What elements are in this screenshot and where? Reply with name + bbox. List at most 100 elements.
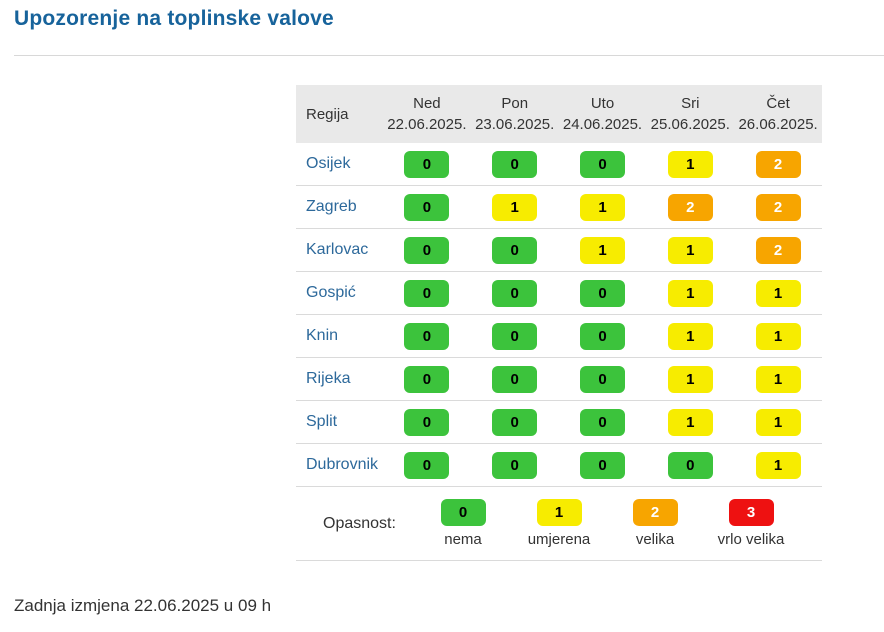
table-cell: 0 [471, 322, 559, 350]
column-header-day: Čet 26.06.2025. [734, 93, 822, 135]
region-link[interactable]: Split [306, 413, 338, 430]
warning-level-badge: 0 [404, 150, 450, 178]
table-cell: 0 [559, 451, 647, 479]
warning-level-badge: 2 [632, 499, 678, 526]
warning-level-badge: 0 [404, 279, 450, 307]
legend-item-label: vrlo velika [717, 531, 785, 548]
table-cell: 1 [734, 451, 822, 479]
table-cell: 0 [559, 365, 647, 393]
title-divider [14, 55, 884, 56]
column-header-day: Pon 23.06.2025. [471, 93, 559, 135]
table-cell: 1 [734, 279, 822, 307]
table-cell: 0 [559, 150, 647, 178]
day-date: 24.06.2025. [562, 116, 643, 133]
table-row: Knin 0 0 0 1 1 [296, 315, 822, 358]
region-link[interactable]: Karlovac [306, 241, 369, 258]
day-date: 22.06.2025. [387, 116, 467, 133]
warning-level-badge: 1 [667, 150, 713, 178]
day-name: Uto [590, 95, 615, 112]
warning-level-badge: 0 [492, 408, 538, 436]
table-cell: 1 [734, 322, 822, 350]
table-row: Karlovac 0 0 1 1 2 [296, 229, 822, 272]
column-header-day: Uto 24.06.2025. [559, 93, 647, 135]
day-name: Ned [413, 95, 441, 112]
warning-level-badge: 1 [755, 408, 801, 436]
table-row: Gospić 0 0 0 1 1 [296, 272, 822, 315]
legend-items: 0 nema 1 umjerena 2 velika 3 vrlo velika [415, 499, 799, 548]
legend-item: 3 vrlo velika [703, 499, 799, 548]
warning-level-badge: 0 [667, 451, 713, 479]
table-cell: 0 [383, 150, 471, 178]
table-cell: 0 [559, 322, 647, 350]
table-cell: 1 [646, 279, 734, 307]
warning-level-badge: 2 [755, 193, 801, 221]
region-link[interactable]: Dubrovnik [306, 456, 379, 473]
table-cell: 2 [734, 193, 822, 221]
table-header-row: Regija Ned 22.06.2025. Pon 23.06.2025. Uto 24… [296, 85, 822, 143]
table-cell: 0 [383, 408, 471, 436]
legend-item-label: velika [635, 531, 675, 548]
region-link[interactable]: Rijeka [306, 370, 351, 387]
legend-item-label: umjerena [527, 531, 591, 548]
warning-level-badge: 0 [404, 451, 450, 479]
table-cell: 1 [646, 150, 734, 178]
table-cell: 1 [559, 236, 647, 264]
warning-level-badge: 0 [579, 365, 625, 393]
day-name: Pon [501, 95, 529, 112]
table-body: Osijek 0 0 0 1 2 Zagreb 0 1 1 2 2 Karlovac 0 0 1 1 2 Gospi… [296, 143, 822, 487]
column-header-day: Ned 22.06.2025. [383, 93, 471, 135]
table-cell: 0 [383, 193, 471, 221]
legend-item: 2 velika [607, 499, 703, 548]
table-cell: 1 [646, 236, 734, 264]
warning-level-badge: 0 [492, 365, 538, 393]
warning-level-badge: 1 [579, 236, 625, 264]
page-title: Upozorenje na toplinske valove [14, 7, 334, 30]
table-cell: 1 [734, 408, 822, 436]
table-cell: 1 [646, 322, 734, 350]
table-cell: 1 [646, 365, 734, 393]
warning-level-badge: 1 [755, 322, 801, 350]
table-cell: 0 [559, 408, 647, 436]
day-date: 25.06.2025. [650, 116, 730, 133]
table-cell: 2 [734, 236, 822, 264]
warning-level-badge: 0 [404, 236, 450, 264]
legend-item: 0 nema [415, 499, 511, 548]
table-cell: 0 [471, 451, 559, 479]
region-link[interactable]: Zagreb [306, 198, 357, 215]
day-date: 23.06.2025. [475, 116, 555, 133]
table-cell: 2 [734, 150, 822, 178]
day-name: Čet [766, 95, 790, 112]
table-cell: 1 [471, 193, 559, 221]
legend-item: 1 umjerena [511, 499, 607, 548]
warning-level-badge: 0 [404, 193, 450, 221]
warning-level-badge: 0 [579, 322, 625, 350]
table-row: Split 0 0 0 1 1 [296, 401, 822, 444]
warning-level-badge: 0 [579, 408, 625, 436]
warning-level-badge: 0 [404, 322, 450, 350]
warning-level-badge: 2 [755, 150, 801, 178]
region-link[interactable]: Osijek [306, 155, 351, 172]
region-link[interactable]: Knin [306, 327, 339, 344]
legend-item-label: nema [444, 531, 482, 548]
table-cell: 0 [383, 365, 471, 393]
day-date: 26.06.2025. [738, 116, 818, 133]
warning-level-badge: 0 [404, 365, 450, 393]
table-cell: 0 [383, 451, 471, 479]
region-link[interactable]: Gospić [306, 284, 356, 301]
warning-level-badge: 0 [404, 408, 450, 436]
table-cell: 0 [471, 279, 559, 307]
warning-level-badge: 1 [667, 236, 713, 264]
warning-level-badge: 1 [755, 451, 801, 479]
table-cell: 0 [471, 408, 559, 436]
warning-level-badge: 3 [728, 499, 774, 526]
table-row: Dubrovnik 0 0 0 0 1 [296, 444, 822, 487]
warning-level-badge: 0 [579, 451, 625, 479]
table-cell: 1 [646, 408, 734, 436]
warning-level-badge: 0 [492, 279, 538, 307]
table-row: Rijeka 0 0 0 1 1 [296, 358, 822, 401]
table-row: Osijek 0 0 0 1 2 [296, 143, 822, 186]
table-cell: 0 [383, 322, 471, 350]
warning-level-badge: 0 [492, 451, 538, 479]
table-cell: 0 [559, 279, 647, 307]
